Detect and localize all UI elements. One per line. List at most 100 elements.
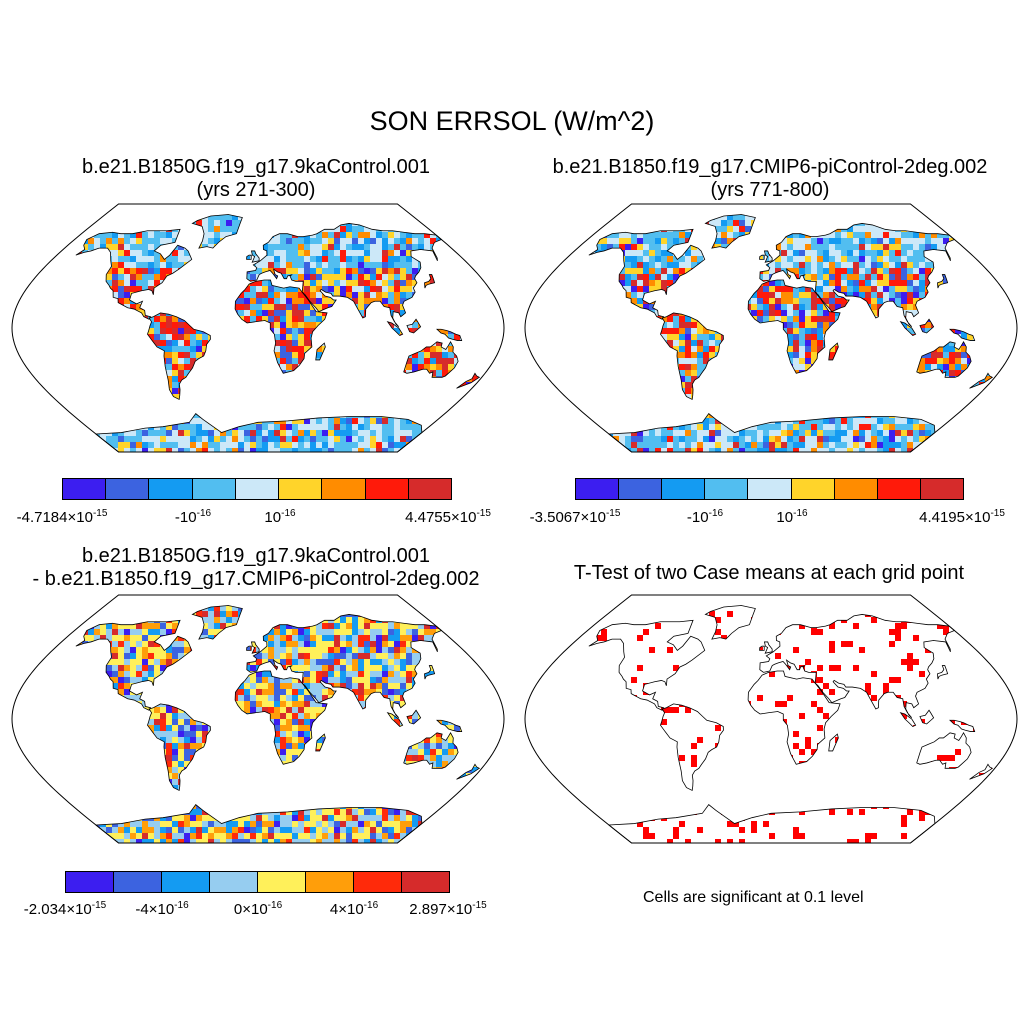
coastline-madagascar <box>315 733 326 752</box>
coastline-newguinea <box>949 719 976 732</box>
colorbar-swatch-1 <box>106 479 150 499</box>
coastline-japan <box>937 274 949 289</box>
colorbar-swatch-0 <box>66 872 114 892</box>
panel2-colorbar <box>575 478 964 500</box>
coastline-newzealand <box>969 372 994 389</box>
coastline-australia <box>403 732 459 769</box>
coastline-greenland <box>191 214 243 249</box>
panel3-label-zero: 0×10-16 <box>233 900 283 918</box>
coastline-australia <box>916 341 972 378</box>
panel1-label-neg: -10-16 <box>174 508 212 526</box>
panel2-map <box>524 203 1018 453</box>
panel2-title: b.e21.B1850.f19_g17.CMIP6-piControl-2deg… <box>518 156 1022 202</box>
panel3-title-line1: b.e21.B1850G.f19_g17.9kaControl.001 <box>81 545 431 567</box>
coastline-ireland <box>759 254 765 260</box>
panel2-label-pos: 10-16 <box>776 508 808 526</box>
map-border <box>524 203 1018 453</box>
coastline-sumatra <box>386 321 404 336</box>
coastline-antarctica <box>607 804 936 844</box>
coastline-newzealand <box>456 372 481 389</box>
coastline-eurasia <box>246 614 443 719</box>
panel4-note: Cells are significant at 0.1 level <box>643 889 864 906</box>
panel4-title-line1: T-Test of two Case means at each grid po… <box>573 562 965 584</box>
colorbar-swatch-8 <box>920 479 963 499</box>
colorbar-swatch-5 <box>791 479 835 499</box>
land-field <box>588 605 993 843</box>
colorbar-swatch-3 <box>210 872 258 892</box>
coastline-greenland <box>704 605 756 640</box>
coastline-sumatra <box>386 712 404 727</box>
panel3-map <box>11 594 505 844</box>
land-field <box>75 605 480 843</box>
coastline-borneo <box>919 318 935 334</box>
panel1-label-min: -4.7184×10-15 <box>16 508 108 526</box>
colorbar-swatch-1 <box>619 479 663 499</box>
coastline-britain <box>763 250 773 263</box>
colorbar-swatch-6 <box>834 479 878 499</box>
coastline-africa <box>234 279 328 374</box>
colorbar-swatch-2 <box>662 479 706 499</box>
panel3-label-neg: -4×10-16 <box>135 900 189 918</box>
coastline-samerica <box>147 312 211 401</box>
coastline-newguinea <box>949 328 976 341</box>
panel4-map <box>524 594 1018 844</box>
coastline-namerica <box>75 228 193 320</box>
panel3-colorbar <box>65 871 450 893</box>
panel3-label-max: 2.897×10-15 <box>409 900 487 918</box>
panel1-title: b.e21.B1850G.f19_g17.9kaControl.001 (yrs… <box>6 156 506 202</box>
colorbar-swatch-6 <box>322 479 366 499</box>
coastline-australia <box>403 341 459 378</box>
colorbar-swatch-4 <box>258 872 306 892</box>
coastline-borneo <box>406 709 422 725</box>
coastline-madagascar <box>315 342 326 361</box>
colorbar-swatch-2 <box>162 872 210 892</box>
panel3-label-min: -2.034×10-15 <box>23 900 107 918</box>
panel2-label-max: 4.4195×10-15 <box>919 508 1005 526</box>
coastline-antarctica <box>607 413 936 453</box>
coastline-madagascar <box>828 733 839 752</box>
coastline-newguinea <box>436 328 463 341</box>
coastline-africa <box>747 279 841 374</box>
colorbar-swatch-8 <box>408 479 451 499</box>
coastline-africa <box>234 670 328 765</box>
land-field <box>588 214 993 452</box>
panel2-title-line1: b.e21.B1850.f19_g17.CMIP6-piControl-2deg… <box>552 156 988 178</box>
panel1-label-max: 4.4755×10-15 <box>405 508 491 526</box>
colorbar-swatch-4 <box>748 479 792 499</box>
coastline-samerica <box>660 312 724 401</box>
colorbar-swatch-6 <box>354 872 402 892</box>
coastline-samerica <box>147 703 211 792</box>
coastline-japan <box>424 274 436 289</box>
coastline-greenland <box>704 214 756 249</box>
panel3-title: b.e21.B1850G.f19_g17.9kaControl.001 - b.… <box>0 545 512 591</box>
coastline-australia <box>916 732 972 769</box>
colorbar-swatch-5 <box>306 872 354 892</box>
coastline-greenland <box>191 605 243 640</box>
coastline-sumatra <box>899 321 917 336</box>
coastline-madagascar <box>828 342 839 361</box>
panel2-title-line2: (yrs 771-800) <box>710 179 830 201</box>
coastline-borneo <box>919 709 935 725</box>
colorbar-swatch-7 <box>365 479 409 499</box>
coastline-newzealand <box>456 763 481 780</box>
panel1-title-line1: b.e21.B1850G.f19_g17.9kaControl.001 <box>81 156 431 178</box>
coastline-africa <box>747 670 841 765</box>
coastline-borneo <box>406 318 422 334</box>
coastline-britain <box>250 641 260 654</box>
map-border <box>11 203 505 453</box>
map-border <box>524 594 1018 844</box>
coastline-newzealand <box>969 763 994 780</box>
coastline-antarctica <box>94 413 423 453</box>
colorbar-swatch-2 <box>149 479 193 499</box>
coastline-newguinea <box>436 719 463 732</box>
coastline-japan <box>424 665 436 680</box>
coastline-ireland <box>246 645 252 651</box>
panel3-label-pos: 4×10-16 <box>329 900 379 918</box>
coastline-antarctica <box>94 804 423 844</box>
colorbar-swatch-0 <box>63 479 107 499</box>
coastline-japan <box>937 665 949 680</box>
coastline-eurasia <box>759 223 956 328</box>
colorbar-swatch-3 <box>705 479 749 499</box>
panel2-label-min: -3.5067×10-15 <box>529 508 621 526</box>
coastline-namerica <box>588 228 706 320</box>
